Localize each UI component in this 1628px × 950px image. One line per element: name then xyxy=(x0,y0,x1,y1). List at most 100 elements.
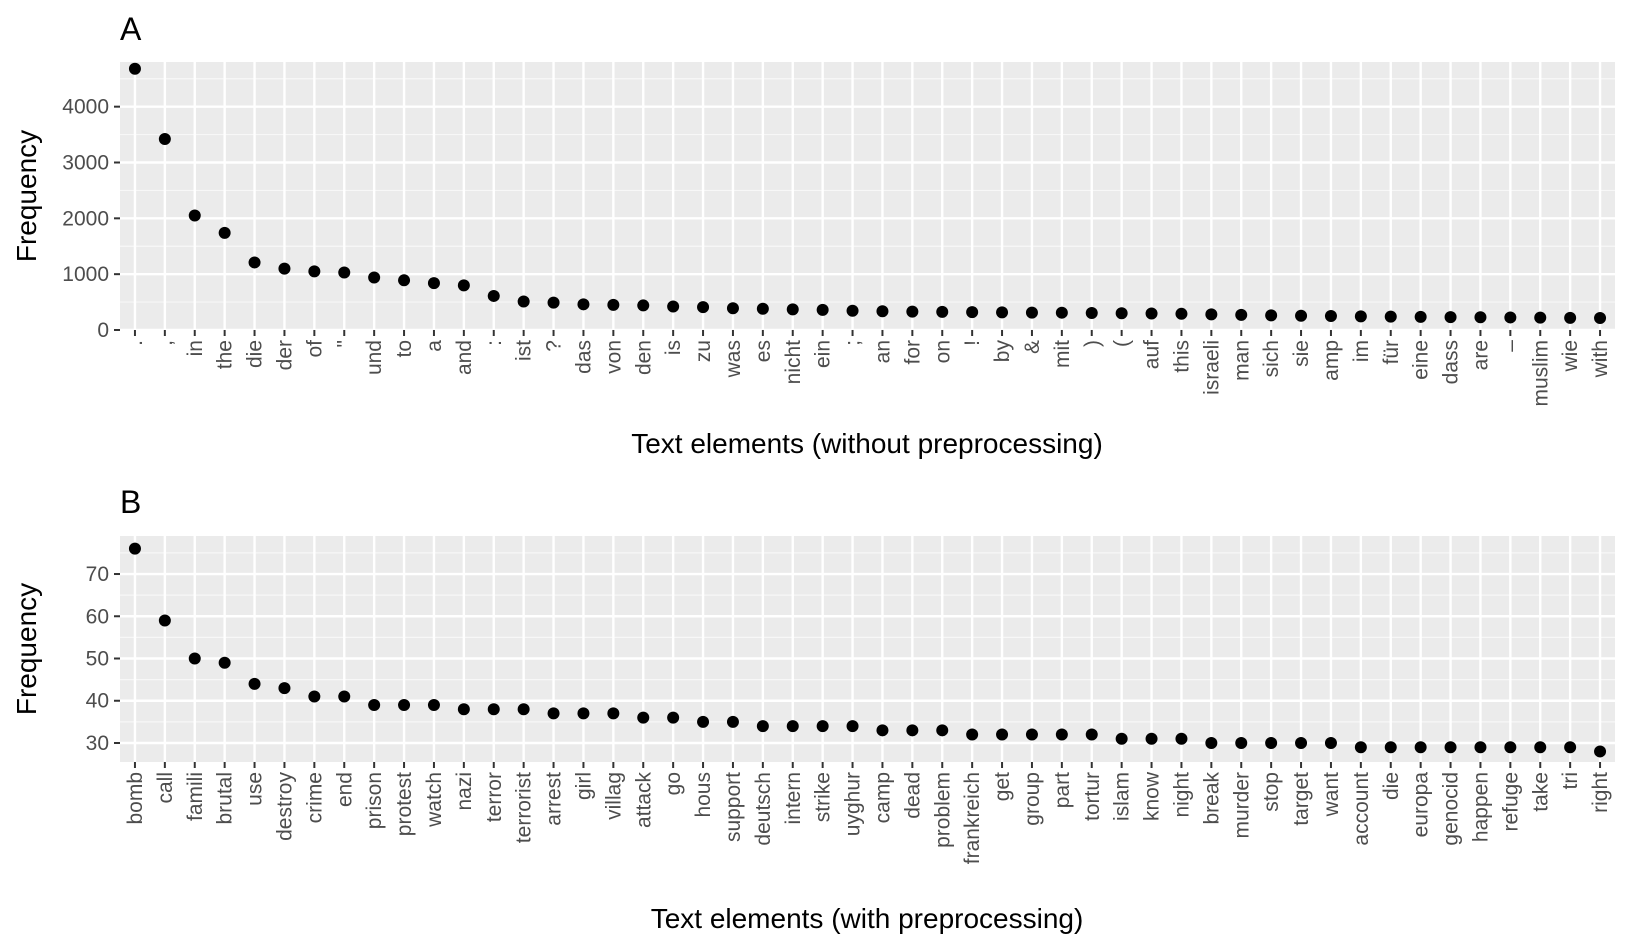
data-point xyxy=(1175,307,1188,320)
x-tick-label: eine xyxy=(1410,340,1433,380)
x-tick-label: part xyxy=(1051,772,1074,808)
data-point xyxy=(846,720,859,733)
x-tick-label: use xyxy=(244,772,267,806)
data-point xyxy=(1025,306,1038,319)
data-point xyxy=(248,677,261,690)
x-tick-label: nazi xyxy=(453,772,476,811)
data-point xyxy=(308,265,321,278)
data-point xyxy=(128,62,141,75)
data-point xyxy=(1205,308,1218,321)
x-tick-label: strike xyxy=(812,772,835,822)
x-tick-label: girl xyxy=(572,772,595,800)
data-point xyxy=(338,690,351,703)
data-point xyxy=(637,299,650,312)
x-tick-label: of xyxy=(303,340,326,358)
data-point xyxy=(697,301,710,314)
data-point xyxy=(756,720,769,733)
y-axis-title-b: Frequency xyxy=(11,583,42,715)
x-tick-label: in xyxy=(184,340,207,356)
x-tick-label: mit xyxy=(1051,340,1074,368)
x-tick-label: wie xyxy=(1559,340,1582,373)
x-tick-label: call xyxy=(154,772,177,804)
x-tick-label: stop xyxy=(1260,772,1283,812)
data-point xyxy=(218,226,231,239)
data-point xyxy=(398,698,411,711)
x-tick-label: terror xyxy=(483,772,506,822)
x-tick-label: es xyxy=(752,340,775,362)
y-tick-label: 30 xyxy=(86,732,109,755)
data-point xyxy=(1145,732,1158,745)
data-point xyxy=(1175,732,1188,745)
x-tick-label: and xyxy=(453,340,476,375)
x-tick-label: attack xyxy=(632,772,655,829)
x-tick-label: group xyxy=(1021,772,1044,826)
x-axis-a: ., in the die der of " und to a and: ist? das von den i… xyxy=(124,330,1612,407)
x-tick-label: the xyxy=(214,340,237,369)
x-tick-label: auf xyxy=(1141,340,1164,369)
data-point xyxy=(726,302,739,315)
data-point xyxy=(906,724,919,737)
data-point xyxy=(398,274,411,287)
x-tick-label: sich xyxy=(1260,340,1283,377)
x-axis-title-b: Text elements (with preprocessing) xyxy=(651,903,1084,934)
data-point xyxy=(487,289,500,302)
data-point xyxy=(1504,311,1517,324)
panel-label-b: B xyxy=(120,484,141,520)
x-tick-label: uyghur xyxy=(842,772,865,836)
x-tick-label: " xyxy=(333,340,356,347)
data-point xyxy=(996,306,1009,319)
x-tick-label: nicht xyxy=(782,340,805,385)
data-point xyxy=(816,303,829,316)
data-point xyxy=(966,306,979,319)
x-tick-label: ) xyxy=(1081,340,1104,347)
x-tick-label: muslim xyxy=(1529,340,1552,407)
data-point xyxy=(1354,741,1367,754)
x-tick-label: go xyxy=(662,772,685,795)
x-tick-label: – xyxy=(1499,340,1522,352)
data-point xyxy=(607,707,620,720)
x-tick-label: ein xyxy=(812,340,835,368)
x-tick-label: an xyxy=(871,340,894,363)
data-point xyxy=(1115,732,1128,745)
x-tick-label: refuge xyxy=(1499,772,1522,832)
data-point xyxy=(517,703,530,716)
data-point xyxy=(1265,736,1278,749)
data-point xyxy=(427,698,440,711)
data-point xyxy=(1534,311,1547,324)
x-tick-label: know xyxy=(1141,771,1164,821)
data-point xyxy=(906,305,919,318)
data-point xyxy=(1474,311,1487,324)
data-point xyxy=(1564,311,1577,324)
x-tick-label: to xyxy=(393,340,416,358)
data-point xyxy=(1564,741,1577,754)
y-tick-label: 2000 xyxy=(62,207,109,230)
data-point xyxy=(1295,309,1308,322)
x-tick-label: israeli xyxy=(1200,340,1223,395)
x-tick-label: arrest xyxy=(543,772,566,826)
x-tick-label: happen xyxy=(1469,772,1492,842)
x-tick-label: . xyxy=(124,340,147,346)
y-tick-label: 4000 xyxy=(62,96,109,119)
x-tick-label: ist xyxy=(513,340,536,361)
x-tick-label: a xyxy=(423,340,446,352)
x-tick-label: with xyxy=(1589,340,1612,378)
data-point xyxy=(158,133,171,146)
y-axis-b: 30 40 50 60 70 xyxy=(86,563,120,755)
data-point xyxy=(1444,741,1457,754)
x-tick-label: bomb xyxy=(124,772,147,825)
x-tick-label: night xyxy=(1170,772,1193,818)
data-point xyxy=(667,300,680,313)
x-tick-label: : xyxy=(483,340,506,346)
data-point xyxy=(1324,736,1337,749)
y-tick-label: 3000 xyxy=(62,152,109,175)
data-point xyxy=(1055,728,1068,741)
data-point xyxy=(1265,309,1278,322)
points-b xyxy=(128,542,1607,758)
data-point xyxy=(786,303,799,316)
x-tick-label: und xyxy=(363,340,386,375)
data-point xyxy=(1324,310,1337,323)
x-tick-label: zu xyxy=(692,340,715,362)
data-point xyxy=(697,715,710,728)
x-tick-label: get xyxy=(991,772,1014,801)
